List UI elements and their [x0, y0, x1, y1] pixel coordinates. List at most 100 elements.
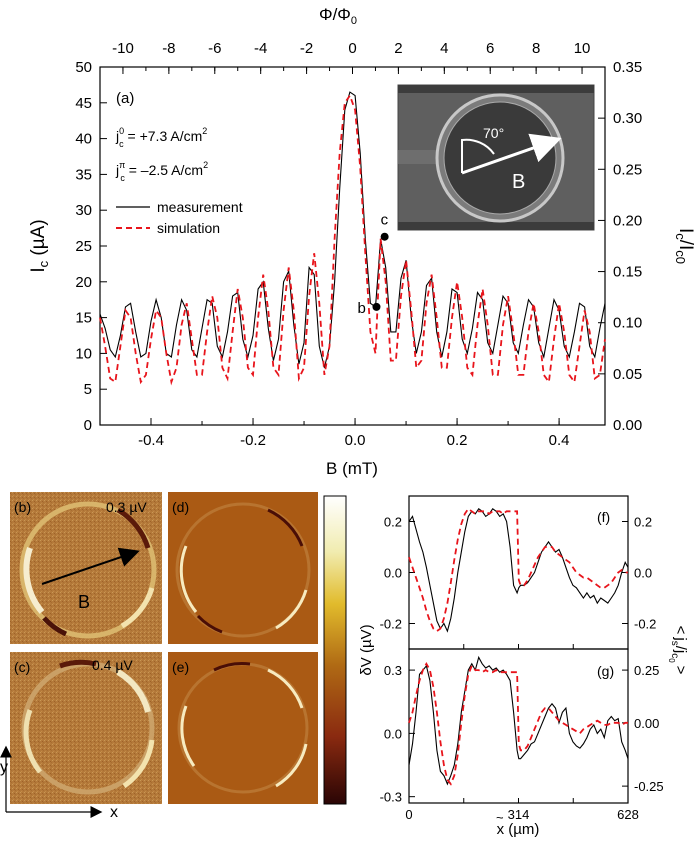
right-tick-label: 0.15	[613, 264, 642, 281]
panel-f-series	[408, 507, 629, 633]
panel-g-series-simulation	[408, 661, 628, 786]
panel-e-label: (e)	[172, 659, 189, 675]
panel-g-right-tick-label: -0.25	[634, 779, 664, 794]
panel-f-y-tick-label: 0.0	[384, 566, 402, 581]
inset-sem-image: 70° B	[397, 84, 595, 231]
x-tick-label: 0.4	[549, 432, 570, 449]
panel-a-label: (a)	[116, 90, 134, 107]
panel-a-series	[99, 91, 606, 386]
right-tick-label: 0.25	[613, 161, 642, 178]
marker-c	[380, 232, 389, 241]
right-tick-label: 0.00	[613, 417, 642, 434]
y-tick-label: 40	[75, 131, 92, 148]
panel-a-series-measurement	[99, 91, 606, 368]
panel-f-y-tick-label: 0.2	[384, 515, 402, 530]
bottom-axis-label: B (mT)	[326, 459, 378, 478]
top-tick-label: 8	[532, 40, 540, 57]
y-tick-label: 5	[84, 381, 92, 398]
right-tick-label: 0.10	[613, 315, 642, 332]
colorbar	[323, 495, 347, 805]
panel-f-series-measurement	[408, 508, 629, 633]
y-tick-label: 10	[75, 345, 92, 362]
top-tick-label: 0	[348, 40, 356, 57]
jcpi-annotation: jπ c = –2.5 A/cm2	[115, 160, 208, 183]
panel-g-y-tick-label: 0.3	[384, 663, 402, 678]
panel-d: (d)	[168, 492, 318, 644]
right-tick-label: 0.05	[613, 366, 642, 383]
top-tick-label: -10	[112, 40, 134, 57]
fg-bottom-axis-tilde: ~	[496, 810, 504, 825]
panel-g-series-measurement	[408, 655, 629, 786]
x-tick-label: -0.4	[138, 432, 164, 449]
fg-left-axis-label: δV (µV)	[358, 624, 375, 675]
panel-c: (c) 0.4 µV	[10, 652, 162, 804]
panel-g-y-tick-label: -0.3	[380, 790, 402, 805]
x-tick-label: -0.2	[240, 432, 266, 449]
panel-a-series-simulation	[99, 93, 606, 386]
right-axis-label: Ic/Ic0	[673, 228, 696, 264]
y-tick-label: 15	[75, 310, 92, 327]
legend-measurement-label: measurement	[157, 199, 243, 215]
inset-field-label: B	[512, 171, 525, 193]
panel-f-right-tick-label: -0.2	[634, 617, 656, 632]
x-tick-label: 0.2	[447, 432, 468, 449]
jc0-annotation: j0 c = +7.3 A/cm2	[115, 126, 207, 149]
panel-c-value: 0.4 µV	[92, 657, 133, 673]
y-tick-label: 45	[75, 95, 92, 112]
right-tick-label: 0.30	[613, 110, 642, 127]
y-tick-label: 0	[84, 417, 92, 434]
inset-field-arrow	[461, 133, 562, 175]
top-axis-label: Φ/Φ0	[319, 5, 357, 27]
panel-b-value: 0.3 µV	[106, 499, 147, 515]
panel-f-chart: 0.2 0.0 -0.2 0.2 0.0 -0.2 (f)	[380, 495, 656, 650]
top-tick-label: -6	[208, 40, 221, 57]
inset-angle-label: 70°	[483, 125, 504, 141]
panel-c-label: (c)	[14, 659, 30, 675]
panel-f-series-simulation	[408, 507, 628, 633]
y-tick-label: 30	[75, 202, 92, 219]
panel-e: (e)	[168, 652, 318, 804]
panel-f-label: (f)	[597, 509, 610, 525]
panel-a-ticks: -0.4 -0.2 0.0 0.2 0.405101520253035404550-10…	[75, 40, 642, 449]
axis-y-label: y	[0, 759, 8, 776]
panel-g-x-tick-label: 314	[508, 807, 530, 822]
panel-d-label: (d)	[172, 499, 189, 515]
panel-g-label: (g)	[597, 663, 614, 679]
panel-a-markers: bc	[357, 212, 389, 317]
marker-label-b: b	[357, 300, 365, 317]
top-tick-label: 4	[440, 40, 448, 57]
panel-g-right-tick-label: 0.25	[634, 663, 659, 678]
panel-g-x-tick-label: 628	[617, 807, 639, 822]
panel-a-chart: -0.4 -0.2 0.0 0.2 0.405101520253035404550-10…	[28, 5, 696, 478]
axis-x-label: x	[110, 804, 118, 821]
panel-f-ticks: 0.2 0.0 -0.2 0.2 0.0 -0.2	[380, 515, 656, 649]
panel-g-ticks: 0.3 0.0 -0.3 0.25 0.00 -0.25 0 314 628	[380, 663, 664, 822]
panel-f-right-tick-label: 0.0	[634, 566, 652, 581]
fg-bottom-axis-label: x (µm)	[497, 821, 540, 838]
top-tick-label: -4	[254, 40, 267, 57]
panel-f-y-tick-label: -0.2	[380, 617, 402, 632]
panel-g-x-tick-label: 0	[405, 807, 412, 822]
panel-b-label: (b)	[14, 499, 31, 515]
panel-b-field-arrow	[41, 547, 140, 585]
marker-b	[372, 302, 381, 311]
left-axis-label: Ic (µA)	[28, 219, 51, 272]
right-tick-label: 0.35	[613, 59, 642, 76]
panel-f-right-tick-label: 0.2	[634, 515, 652, 530]
top-tick-label: -8	[162, 40, 175, 57]
fg-right-axis-label: <js/jc0>	[667, 626, 689, 675]
panel-b: (b) 0.3 µV B	[10, 492, 162, 644]
y-tick-label: 20	[75, 274, 92, 291]
legend: measurement simulation	[116, 199, 243, 236]
top-tick-label: 10	[574, 40, 591, 57]
xy-axes-indicator: y x	[0, 745, 118, 821]
panel-b-field-label: B	[78, 592, 90, 612]
x-tick-label: 0.0	[345, 432, 366, 449]
y-tick-label: 35	[75, 166, 92, 183]
panel-g-right-tick-label: 0.00	[634, 716, 659, 731]
right-tick-label: 0.20	[613, 212, 642, 229]
panel-g-chart: 0.3 0.0 -0.3 0.25 0.00 -0.25 0 314 628 (g)	[380, 648, 664, 822]
panel-g-series	[408, 655, 629, 786]
y-tick-label: 50	[75, 59, 92, 76]
